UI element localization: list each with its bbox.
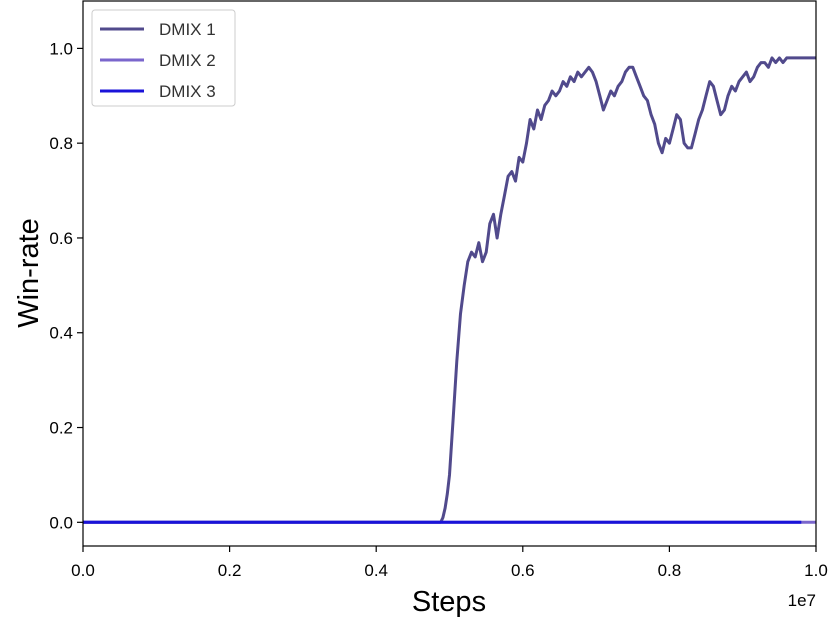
x-axis: 0.0 0.2 0.4 0.6 0.8 1.0 (71, 546, 828, 580)
y-tick-label: 0.4 (49, 324, 73, 343)
y-axis: 0.0 0.2 0.4 0.6 0.8 1.0 (49, 39, 83, 532)
y-tick-label: 1.0 (49, 39, 73, 58)
y-axis-title: Win-rate (13, 218, 45, 328)
x-axis-title: Steps (412, 586, 486, 618)
y-tick-label: 0.6 (49, 229, 73, 248)
x-tick-label: 0.0 (71, 561, 95, 580)
legend: DMIX 1 DMIX 2 DMIX 3 (91, 9, 236, 107)
y-tick-label: 0.0 (49, 513, 73, 532)
legend-entries: DMIX 1 DMIX 2 DMIX 3 (100, 20, 216, 101)
x-tick-label: 0.2 (218, 561, 242, 580)
x-tick-label: 0.8 (658, 561, 682, 580)
legend-box (91, 9, 236, 107)
x-tick-label: 0.6 (511, 561, 535, 580)
y-tick-label: 0.8 (49, 134, 73, 153)
legend-label-2: DMIX 2 (159, 51, 216, 70)
x-tick-label: 1.0 (804, 561, 828, 580)
x-tick-label: 0.4 (364, 561, 388, 580)
series-layer (83, 56, 816, 524)
x-offset-text: 1e7 (788, 591, 816, 610)
legend-label-3: DMIX 3 (159, 82, 216, 101)
plot-frame (82, 0, 817, 547)
y-tick-label: 0.2 (49, 419, 73, 438)
series-line-1 (83, 56, 816, 524)
legend-label-1: DMIX 1 (159, 20, 216, 39)
